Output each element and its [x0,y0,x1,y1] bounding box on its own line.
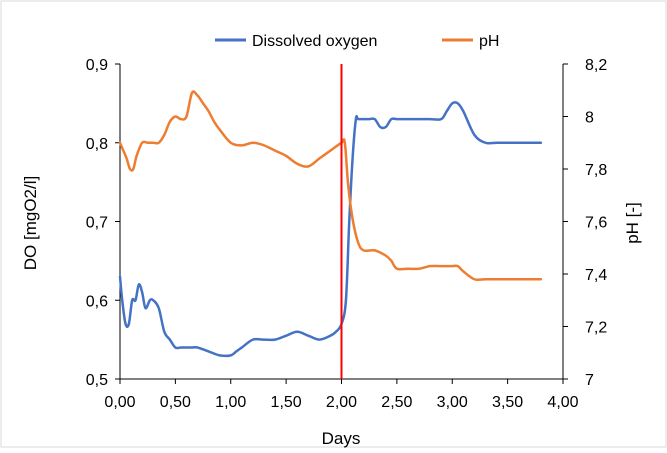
x-tick-label: 0,50 [160,394,191,411]
y2-tick-label: 7,4 [585,267,607,284]
tick-labels: 0,00 0,50 1,00 1,50 2,00 2,50 3,00 3,50 4,00 0,5 0… [86,57,608,411]
y-tick-label: 0,8 [86,136,108,153]
y2-axis-label: pH [-] [623,202,642,244]
y-tick-label: 0,7 [86,215,108,232]
y-tick-label: 0,9 [86,57,108,74]
series-line-dissolved-oxygen [118,101,543,358]
x-tick-label: 3,00 [437,394,468,411]
y-axis-label: DO [mgO2/l] [21,176,40,270]
y2-tick-label: 8 [585,110,594,127]
x-axis-label: Days [322,429,361,448]
y2-tick-label: 7 [585,372,594,389]
x-tick-label: 1,50 [271,394,302,411]
y2-tick-label: 7,8 [585,162,607,179]
x-tick-label: 3,50 [492,394,523,411]
legend-label-ph: pH [479,33,499,50]
series-layer [118,90,543,358]
x-tick-label: 1,00 [215,394,246,411]
y2-tick-label: 7,6 [585,215,607,232]
legend: Dissolved oxygen pH [215,33,499,50]
y-tick-label: 0,6 [86,293,108,310]
x-tick-label: 4,00 [547,394,578,411]
legend-label-dissolved-oxygen: Dissolved oxygen [252,33,377,50]
y2-tick-label: 7,2 [585,320,607,337]
y-tick-label: 0,5 [86,372,108,389]
y2-tick-label: 8,2 [585,57,607,74]
x-tick-label: 2,00 [326,394,357,411]
series-line-ph [118,90,543,282]
x-tick-label: 0,00 [104,394,135,411]
x-tick-label: 2,50 [381,394,412,411]
